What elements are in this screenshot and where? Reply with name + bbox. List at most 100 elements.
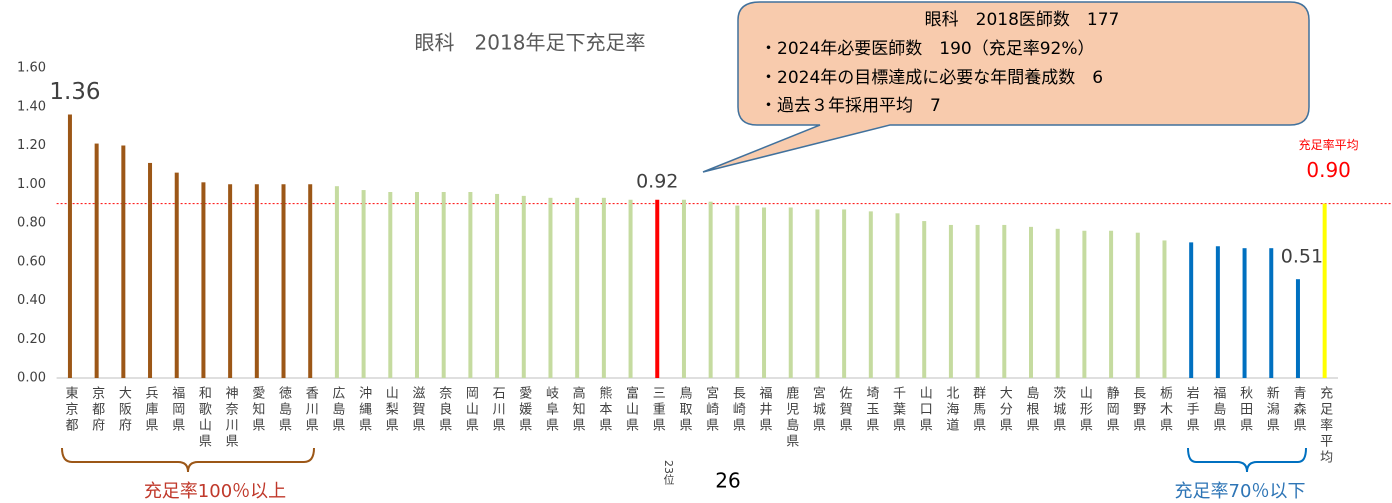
bar <box>1322 203 1327 378</box>
bar <box>521 195 526 378</box>
x-tick-label: 高知県 <box>570 385 586 434</box>
x-tick-label: 山形県 <box>1077 386 1093 434</box>
callout-box <box>702 1 1310 173</box>
bar <box>762 207 767 378</box>
average-label: 充足率平均 <box>1299 137 1359 152</box>
x-tick-label: 岡山県 <box>463 386 479 434</box>
y-tick-label: 0.80 <box>17 216 46 231</box>
x-tick-label: 長崎県 <box>730 386 746 434</box>
chart-title: 眼科 2018年足下充足率 <box>415 31 646 55</box>
bar <box>708 201 713 378</box>
bar <box>628 199 633 378</box>
bar <box>895 213 900 378</box>
rank-label: 23位 <box>662 460 675 485</box>
x-tick-label: 新潟県 <box>1264 385 1280 434</box>
x-tick-label: 茨城県 <box>1050 386 1066 434</box>
x-tick-label: 青森県 <box>1290 386 1306 434</box>
bar <box>1135 232 1140 378</box>
bar <box>308 184 313 378</box>
bar <box>334 186 339 378</box>
bar <box>788 207 793 378</box>
bar <box>174 172 179 378</box>
bar <box>1109 230 1114 378</box>
bar <box>94 143 99 378</box>
x-tick-label: 埼玉県 <box>863 386 879 434</box>
x-tick-label: 滋賀県 <box>409 386 425 434</box>
y-tick-label: 1.60 <box>17 61 46 76</box>
bar <box>1295 279 1300 378</box>
bar <box>281 184 286 378</box>
data-label: 0.51 <box>1281 246 1323 268</box>
x-tick-label: 栃木県 <box>1157 386 1173 434</box>
x-tick-label: 北海道 <box>943 386 959 434</box>
x-tick-label: 香川県 <box>303 386 319 434</box>
bar <box>1028 226 1033 378</box>
bar <box>815 209 820 378</box>
x-tick-label: 島根県 <box>1023 386 1039 434</box>
bar <box>1055 228 1060 378</box>
bracket-low <box>1187 447 1307 473</box>
bar <box>1082 230 1087 378</box>
bar <box>67 114 72 378</box>
x-tick-label: 静岡県 <box>1104 386 1120 434</box>
bar <box>681 199 686 378</box>
bracket-low-label: 充足率70％以下 <box>1175 481 1306 502</box>
x-tick-label: 岩手県 <box>1184 386 1200 434</box>
y-tick-label: 1.20 <box>17 138 46 153</box>
y-tick-label: 1.00 <box>17 177 46 192</box>
x-tick-label: 神奈川県 <box>223 386 239 450</box>
data-label: 0.92 <box>636 170 678 192</box>
callout-line: ・2024年の目標達成に必要な年間養成数 6 <box>760 68 1103 88</box>
x-tick-label: 佐賀県 <box>837 386 853 434</box>
x-tick-label: 岐阜県 <box>543 386 559 434</box>
bracket-high <box>61 447 315 473</box>
page-number: 26 <box>715 469 740 493</box>
x-tick-label: 大分県 <box>997 386 1013 434</box>
x-tick-label: 愛媛県 <box>516 386 532 434</box>
x-tick-label: 徳島県 <box>276 386 292 434</box>
bar <box>228 184 233 378</box>
bar <box>388 192 393 378</box>
bar <box>1269 248 1274 378</box>
x-tick-label: 秋田県 <box>1237 386 1253 434</box>
bracket-high-label: 充足率100％以上 <box>144 481 286 502</box>
bar <box>1162 240 1167 378</box>
bar <box>361 190 366 378</box>
bar <box>868 211 873 378</box>
x-tick-label: 福井県 <box>757 386 773 434</box>
y-tick-label: 0.60 <box>17 254 46 269</box>
x-tick-label: 石川県 <box>490 386 506 434</box>
callout-line: ・2024年必要医師数 190（充足率92%） <box>760 39 1095 59</box>
x-tick-label: 熊本県 <box>596 385 612 434</box>
bar <box>201 182 206 378</box>
x-tick-label: 富山県 <box>623 385 639 434</box>
bar <box>548 197 553 378</box>
x-tick-label: 千葉県 <box>890 386 906 434</box>
y-tick-label: 1.40 <box>17 99 46 114</box>
bar <box>441 192 446 378</box>
bar <box>601 197 606 378</box>
x-tick-label: 長野県 <box>1130 386 1146 434</box>
x-tick-label: 鳥取県 <box>676 386 692 434</box>
bar <box>1242 248 1247 378</box>
x-tick-label: 沖縄県 <box>356 386 372 434</box>
bar <box>575 197 580 378</box>
bar <box>842 209 847 378</box>
data-label: 0.90 <box>1306 158 1351 182</box>
bar <box>922 221 927 378</box>
x-tick-label: 広島県 <box>329 386 345 434</box>
bar <box>948 224 953 378</box>
bar <box>1002 224 1007 378</box>
bar <box>254 184 259 378</box>
callout-line: ・過去３年採用平均 7 <box>760 96 941 116</box>
bar <box>975 224 980 378</box>
y-tick-label: 0.40 <box>17 293 46 308</box>
x-tick-label: 山口県 <box>917 386 933 434</box>
x-tick-label: 奈良県 <box>436 386 452 434</box>
x-tick-label: 兵庫県 <box>143 386 159 434</box>
bar <box>735 205 740 378</box>
x-tick-label: 福島県 <box>1210 386 1226 434</box>
x-tick-label: 宮崎県 <box>703 385 719 434</box>
x-tick-label: 三重県 <box>650 386 666 434</box>
